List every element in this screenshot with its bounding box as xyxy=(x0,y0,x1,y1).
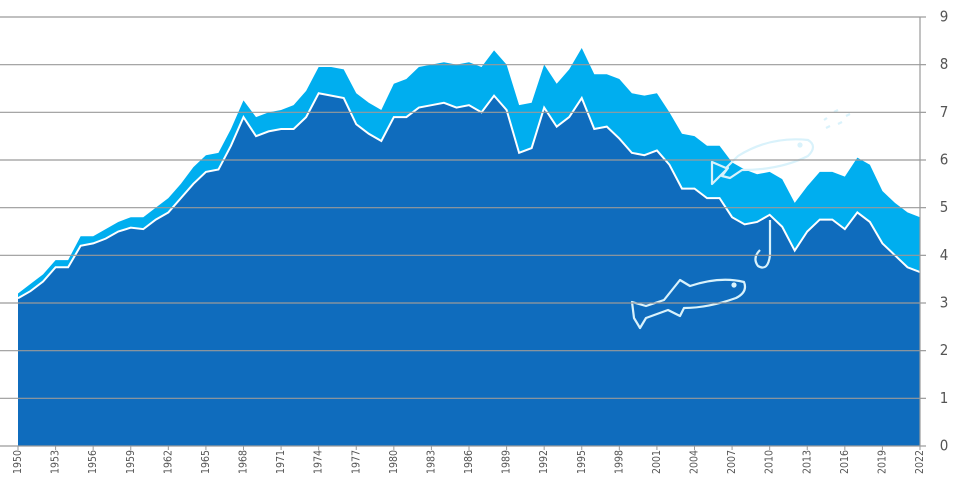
x-tick-label: 2019 xyxy=(876,450,888,474)
x-tick-label: 2022 xyxy=(914,450,926,474)
x-tick-label: 1956 xyxy=(87,450,99,474)
area xyxy=(18,93,920,447)
x-tick-label: 1953 xyxy=(50,450,62,474)
x-tick-label: 1980 xyxy=(388,450,400,474)
y-tick-label: 4 xyxy=(940,246,949,264)
x-tick-label: 1971 xyxy=(275,450,287,474)
x-tick-label: 1968 xyxy=(238,450,250,474)
y-tick-label: 8 xyxy=(940,55,949,73)
y-tick-label: 7 xyxy=(940,103,949,121)
bubbles xyxy=(823,109,851,129)
y-tick-label: 9 xyxy=(940,8,949,26)
x-tick-label: 1998 xyxy=(613,450,625,474)
y-tick-label: 3 xyxy=(940,294,949,312)
y-tick-label: 1 xyxy=(940,389,949,407)
y-tick-label: 2 xyxy=(940,341,949,359)
x-tick-label: 1983 xyxy=(425,450,437,474)
fish-swimming xyxy=(630,278,747,330)
x-tick-label: 2016 xyxy=(839,450,851,474)
x-tick-label: 2013 xyxy=(801,450,813,474)
y-tick-label: 0 xyxy=(940,437,949,455)
x-tick-label: 2010 xyxy=(764,450,776,474)
x-tick-label: 2001 xyxy=(651,450,663,474)
x-tick-label: 2007 xyxy=(726,450,738,474)
x-tick-label: 1986 xyxy=(463,450,475,474)
fish-eye xyxy=(731,282,737,288)
fish-jumping xyxy=(710,138,815,186)
area-separator xyxy=(17,92,921,300)
x-tick-label: 2004 xyxy=(689,450,701,474)
x-tick-label: 1962 xyxy=(162,450,174,474)
fish-eye xyxy=(797,142,803,148)
x-tick-label: 1992 xyxy=(538,450,550,474)
x-tick-label: 1995 xyxy=(576,450,588,474)
x-tick-label: 1989 xyxy=(501,450,513,474)
x-tick-label: 1974 xyxy=(313,450,325,474)
x-tick-label: 1959 xyxy=(125,450,137,474)
x-tick-label: 1965 xyxy=(200,450,212,474)
x-tick-label: 1977 xyxy=(350,450,362,474)
area xyxy=(18,47,920,299)
x-tick-label: 1950 xyxy=(12,450,24,474)
y-tick-label: 5 xyxy=(940,198,949,216)
y-tick-label: 6 xyxy=(940,151,949,169)
